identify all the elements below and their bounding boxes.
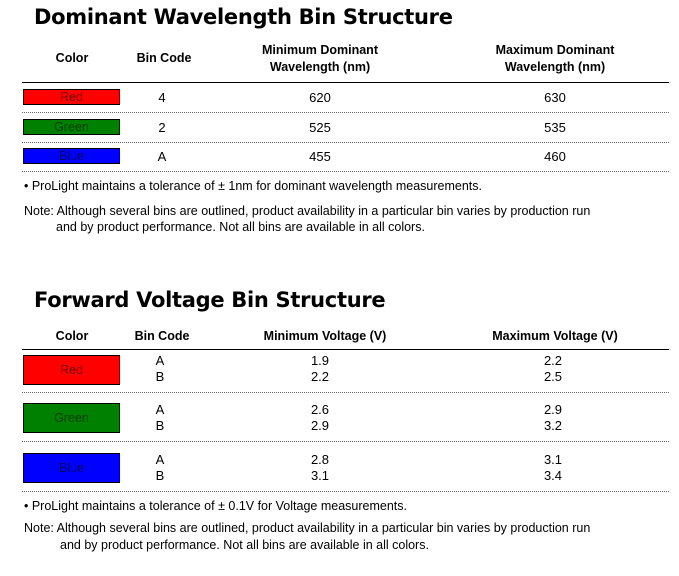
wl-header-min-line1: Minimum Dominant <box>262 43 378 57</box>
fv-header-rule <box>22 349 669 350</box>
fv-row-divider <box>22 441 669 442</box>
fv-blue-max-b: 3.4 <box>543 468 563 483</box>
wl-row-divider <box>22 142 669 143</box>
fv-green-max-a: 2.9 <box>543 402 563 417</box>
fv-swatch-blue: Blue <box>23 453 120 483</box>
wavelength-section-title: Dominant Wavelength Bin Structure <box>34 5 453 29</box>
fv-table-bottom-rule <box>22 491 669 492</box>
wl-availability-note-cont: and by product performance. Not all bins… <box>56 220 425 234</box>
wl-row-red-bin: 4 <box>158 90 166 105</box>
fv-blue-min-a: 2.8 <box>310 452 330 467</box>
fv-red-min-a: 1.9 <box>310 353 330 368</box>
wl-row-red-max: 630 <box>544 90 566 105</box>
wl-header-color: Color <box>55 51 89 65</box>
wl-header-max-line2: Wavelength (nm) <box>504 60 606 74</box>
wl-header-rule <box>22 82 669 83</box>
fv-availability-note: Note: Although several bins are outlined… <box>24 521 591 535</box>
wl-row-divider <box>22 112 669 113</box>
wl-row-blue-bin: A <box>157 149 167 164</box>
fv-swatch-green: Green <box>23 403 120 433</box>
fv-tolerance-note: • ProLight maintains a tolerance of ± 0.… <box>24 499 407 513</box>
fv-green-max-b: 3.2 <box>543 418 563 433</box>
fv-green-bin-b: B <box>155 418 165 433</box>
voltage-section-title: Forward Voltage Bin Structure <box>34 288 386 312</box>
fv-blue-min-b: 3.1 <box>310 468 330 483</box>
wl-swatch-green: Green <box>23 119 120 135</box>
wl-row-green-max: 535 <box>544 120 566 135</box>
fv-red-min-b: 2.2 <box>310 369 330 384</box>
fv-red-max-b: 2.5 <box>543 369 563 384</box>
wl-row-green-bin: 2 <box>158 120 166 135</box>
fv-blue-bin-b: B <box>155 468 165 483</box>
wl-header-min: Minimum Dominant Wavelength (nm) <box>250 42 390 76</box>
wl-row-red-min: 620 <box>309 90 331 105</box>
fv-row-divider <box>22 392 669 393</box>
fv-red-bin-b: B <box>155 369 165 384</box>
fv-green-bin-a: A <box>155 402 165 417</box>
wl-row-blue-min: 455 <box>309 149 331 164</box>
wl-tolerance-note: • ProLight maintains a tolerance of ± 1n… <box>24 179 483 193</box>
fv-green-min-b: 2.9 <box>310 418 330 433</box>
fv-swatch-red: Red <box>23 355 120 385</box>
fv-header-max: Maximum Voltage (V) <box>492 329 618 343</box>
fv-header-color: Color <box>55 329 89 343</box>
fv-header-bin-code: Bin Code <box>134 329 190 343</box>
wl-row-blue-max: 460 <box>544 149 566 164</box>
wl-header-bin-code: Bin Code <box>136 51 192 65</box>
wl-availability-note: Note: Although several bins are outlined… <box>24 204 591 218</box>
fv-red-bin-a: A <box>155 353 165 368</box>
fv-availability-note-cont: and by product performance. Not all bins… <box>60 538 429 552</box>
wl-header-min-line2: Wavelength (nm) <box>269 60 371 74</box>
fv-green-min-a: 2.6 <box>310 402 330 417</box>
wl-row-green-min: 525 <box>309 120 331 135</box>
fv-red-max-a: 2.2 <box>543 353 563 368</box>
fv-header-min: Minimum Voltage (V) <box>263 329 387 343</box>
wl-swatch-red: Red <box>23 89 120 105</box>
wl-swatch-blue: Blue <box>23 148 120 164</box>
fv-blue-max-a: 3.1 <box>543 452 563 467</box>
wl-header-max: Maximum Dominant Wavelength (nm) <box>480 42 630 76</box>
wl-header-max-line1: Maximum Dominant <box>495 43 615 57</box>
wl-table-bottom-rule <box>22 171 669 172</box>
fv-blue-bin-a: A <box>155 452 165 467</box>
